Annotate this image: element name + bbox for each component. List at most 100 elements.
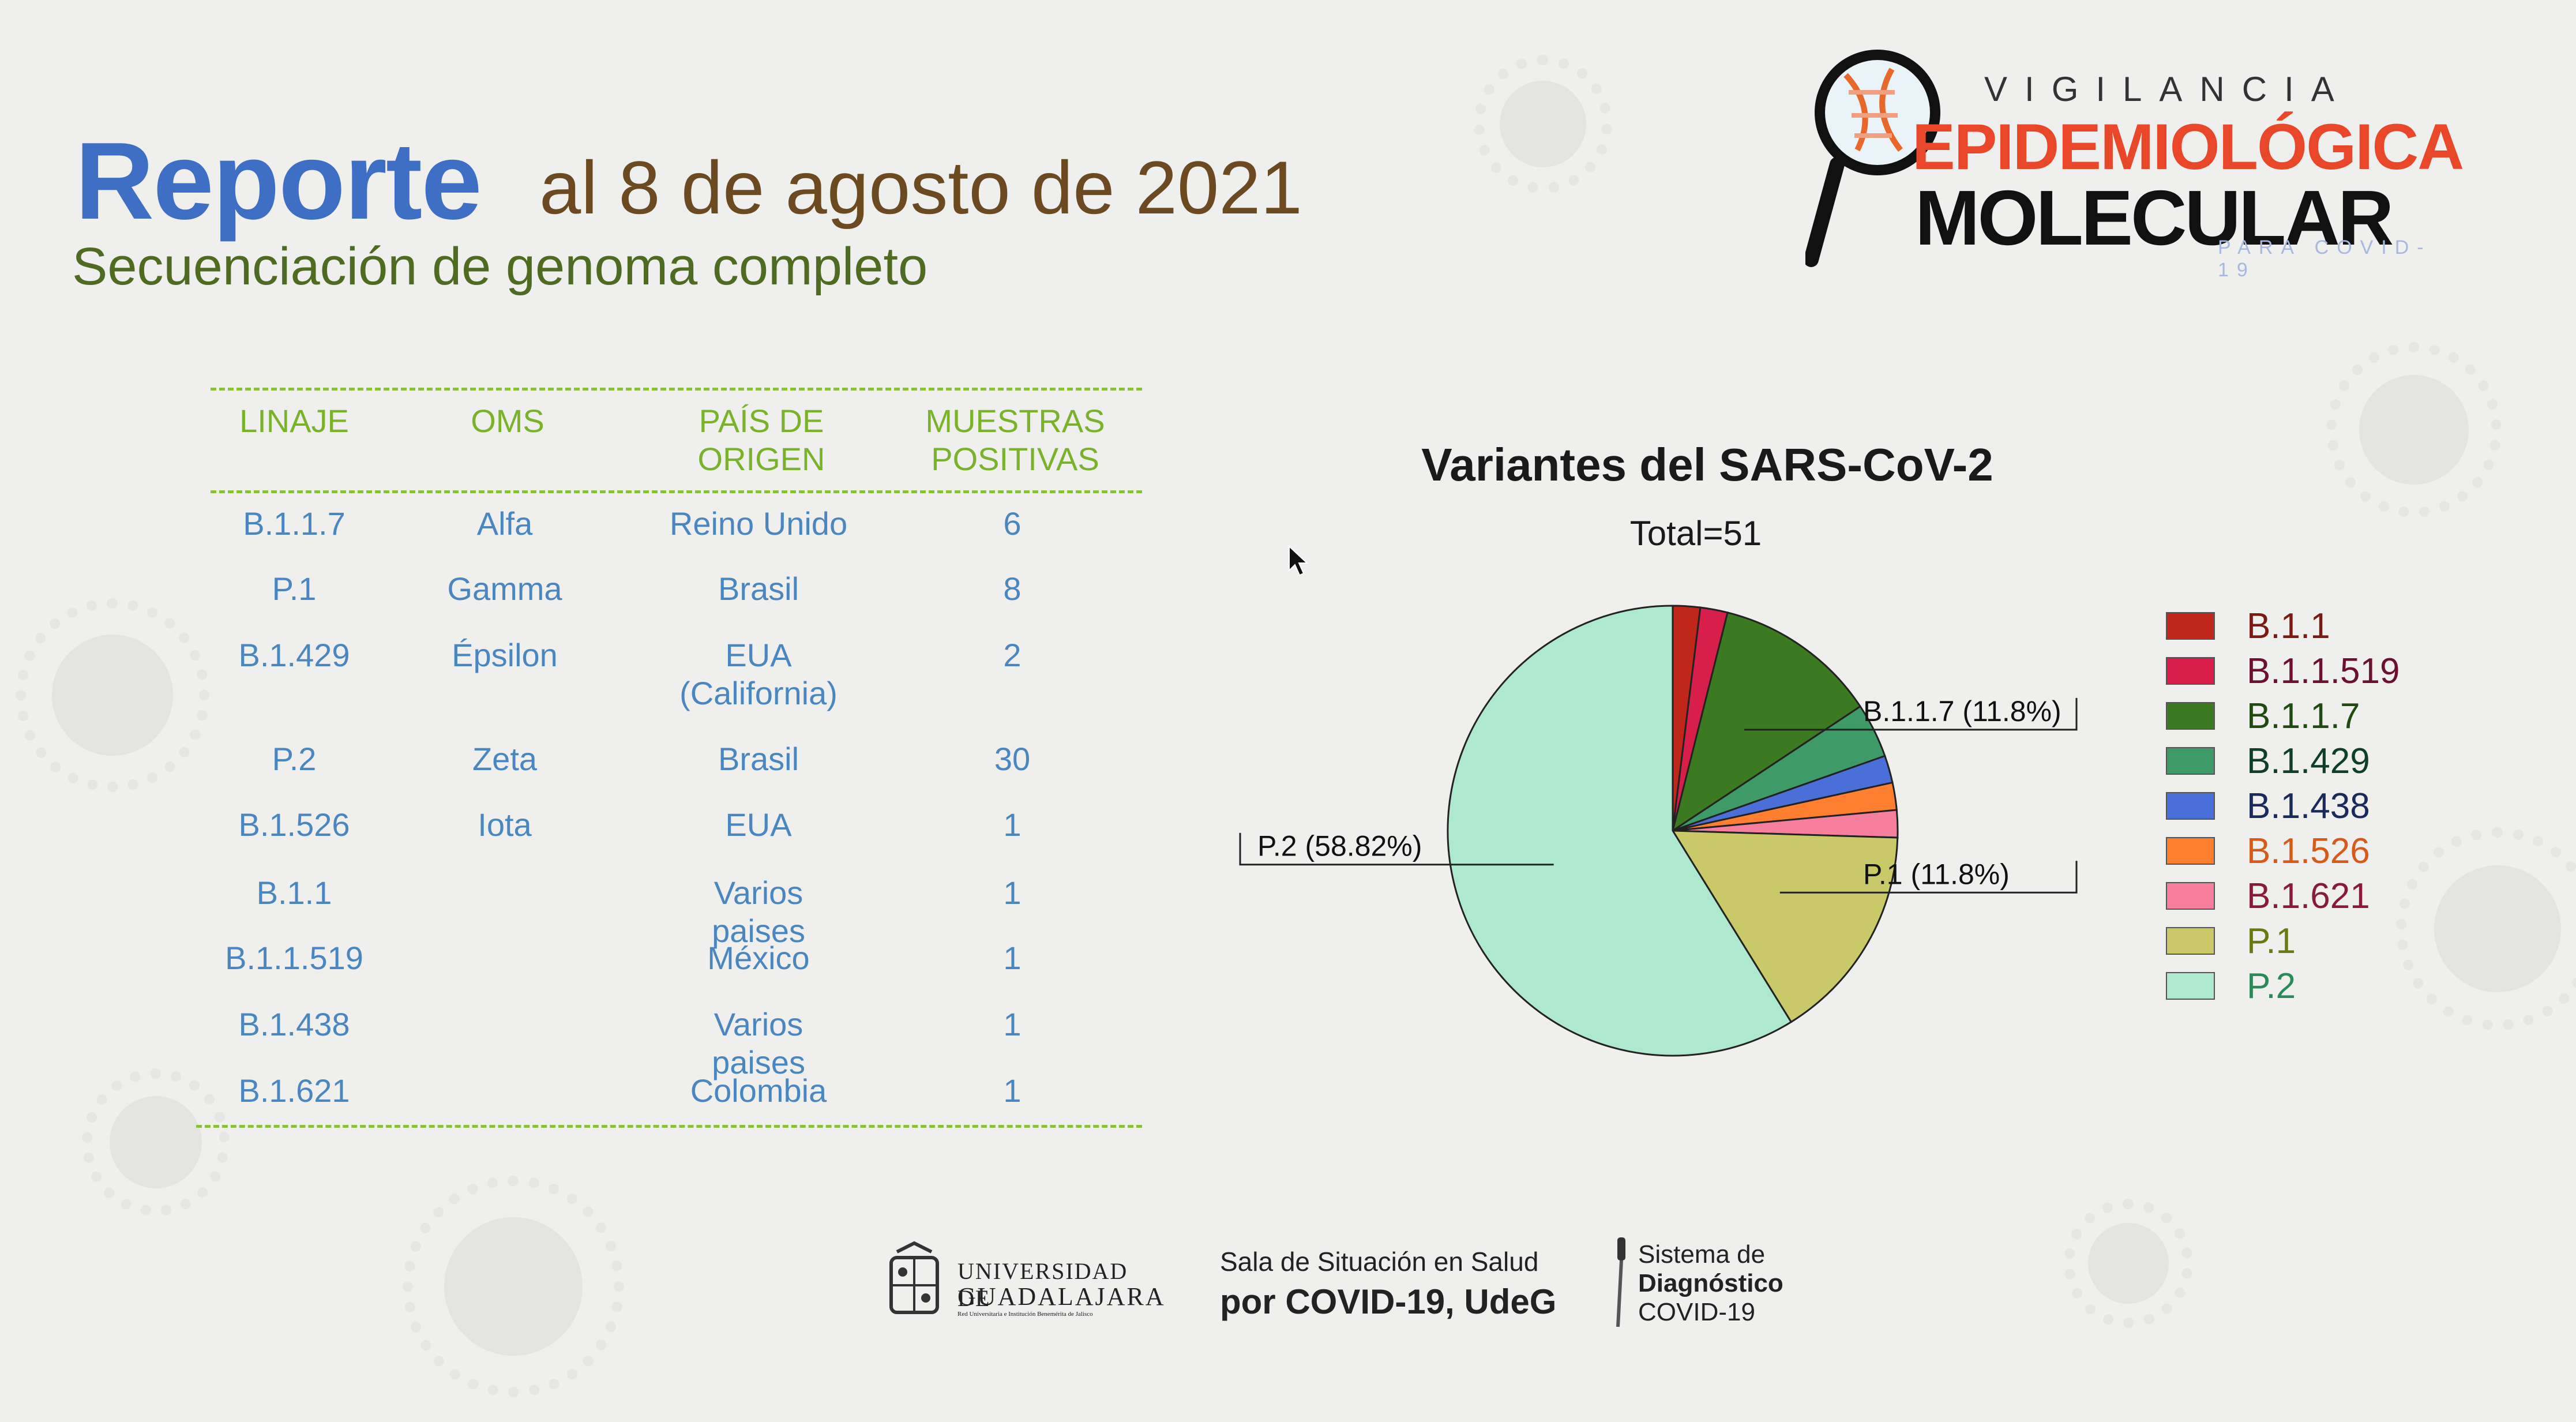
virus-decoration [2396, 827, 2576, 1030]
legend-label: B.1.1 [2247, 606, 2330, 646]
sala-line1: Sala de Situación en Salud [1220, 1247, 1539, 1277]
udg-line1: UNIVERSIDAD DE [957, 1258, 1128, 1311]
cell-text: B.1.526 [238, 806, 350, 843]
legend-item: B.1.1.519 [2166, 651, 2399, 691]
table-cell-pais: Reino Unido [669, 505, 848, 543]
legend-item: B.1.429 [2166, 741, 2370, 781]
table-cell-oms: Épsilon [415, 636, 594, 674]
header-text: ORIGEN [697, 441, 825, 477]
table-cell-pais: Colombia [669, 1072, 848, 1110]
sistema-line3: COVID-19 [1638, 1298, 1755, 1326]
data-label-leader [1779, 861, 2078, 894]
data-label: P.2 (58.82%) [1239, 830, 1554, 866]
cell-text: P.1 [272, 571, 317, 607]
vigilancia-logo: VIGILANCIA EPIDEMIOLÓGICA MOLECULAR PARA… [1805, 35, 2469, 281]
udg-line2: GUADALAJARA [957, 1282, 1166, 1311]
cell-text: Zeta [472, 741, 538, 777]
legend-label: P.1 [2247, 921, 2296, 961]
data-label: P.1 (11.8%) [1779, 858, 2078, 894]
report-date: al 8 de agosto de 2021 [539, 145, 1302, 230]
sistema-diagnostico-logo: Sistema de Diagnóstico COVID-19 [1609, 1237, 1817, 1330]
table-cell-linaje: P.2 [205, 740, 384, 778]
virus-decoration [1474, 55, 1612, 193]
legend-swatch [2166, 612, 2215, 640]
cell-text: 2 [1003, 637, 1022, 673]
cell-text: EUA [725, 806, 792, 843]
legend-item: P.2 [2166, 966, 2296, 1006]
table-cell-muestras: 2 [900, 636, 1125, 674]
cell-text: 8 [1003, 571, 1022, 607]
header-text: LINAJE [239, 403, 349, 439]
swab-icon [1616, 1237, 1625, 1327]
cell-text: B.1.1.519 [225, 940, 363, 976]
mouse-cursor-icon [1289, 545, 1309, 576]
cell-text: Épsilon [452, 637, 558, 673]
page-subtitle: Secuenciación de genoma completo [72, 237, 928, 296]
legend-swatch [2166, 747, 2215, 775]
chart-title: Variantes del SARS-CoV-2 [1421, 439, 1993, 490]
table-cell-oms: Alfa [415, 505, 594, 543]
legend-item: P.1 [2166, 921, 2296, 961]
page-title: Reporte [75, 120, 482, 242]
table-cell-linaje: B.1.621 [205, 1072, 384, 1110]
cell-text: B.1.1.7 [243, 505, 346, 542]
table-cell-linaje: B.1.438 [205, 1005, 384, 1044]
logo-line1: VIGILANCIA [1984, 70, 2352, 108]
sistema-line1: Sistema de [1638, 1240, 1766, 1269]
virus-decoration [2326, 342, 2502, 517]
table-cell-linaje: B.1.429 [205, 636, 384, 674]
table-cell-muestras: 30 [900, 740, 1125, 778]
cell-text: México [707, 940, 810, 976]
virus-decoration [403, 1176, 624, 1397]
virus-decoration [2064, 1199, 2193, 1328]
table-cell-oms: Zeta [415, 740, 594, 778]
table-top-rule [211, 388, 1142, 391]
cell-text: Brasil [718, 571, 799, 607]
table-cell-pais: EUA [669, 806, 848, 844]
data-label-text: P.1 (11.8%) [1863, 858, 2010, 890]
sistema-line2: Diagnóstico [1638, 1269, 1783, 1297]
legend-label: P.2 [2247, 966, 2296, 1006]
cell-text: 6 [1003, 505, 1022, 542]
legend-swatch [2166, 837, 2215, 865]
header-oms: OMS [421, 402, 594, 440]
legend-item: B.1.438 [2166, 786, 2370, 826]
table-cell-linaje: B.1.526 [205, 806, 384, 844]
header-text: POSITIVAS [931, 441, 1099, 477]
cell-text: Varios paises [712, 1006, 805, 1080]
table-cell-pais: Varios paises [669, 1005, 848, 1082]
legend-label: B.1.438 [2247, 786, 2370, 826]
table-cell-linaje: B.1.1.7 [205, 505, 384, 543]
legend-item: B.1.1.7 [2166, 696, 2360, 736]
udg-line3: Red Universitaria e Institución Beneméri… [957, 1311, 1093, 1318]
legend-label: B.1.429 [2247, 741, 2370, 781]
legend-swatch [2166, 972, 2215, 1000]
logo-line3: MOLECULAR [1915, 174, 2394, 261]
cell-text: Reino Unido [669, 505, 848, 542]
data-label-leader [1239, 832, 1554, 866]
pie-slice-B-1-1-7 [1671, 611, 1862, 833]
legend-swatch [2166, 702, 2215, 730]
table-bottom-rule [196, 1125, 1142, 1128]
legend-item: B.1.526 [2166, 831, 2370, 871]
table-cell-pais: México [669, 939, 848, 977]
table-cell-muestras: 8 [900, 570, 1125, 608]
pie-slice-P-1 [1671, 830, 1899, 1023]
table-cell-muestras: 6 [900, 505, 1125, 543]
header-muestras: MUESTRAS POSITIVAS [900, 402, 1131, 478]
magnifier-icon [1805, 50, 1940, 267]
table-cell-linaje: B.1.1.519 [205, 939, 384, 977]
virus-decoration [82, 1068, 230, 1216]
table-cell-oms: Gamma [415, 570, 594, 608]
header-text: OMS [471, 403, 545, 439]
legend-label: B.1.621 [2247, 876, 2370, 916]
header-linaje: LINAJE [208, 402, 381, 440]
udg-crest-icon [889, 1241, 939, 1314]
cell-text: 30 [994, 741, 1031, 777]
table-cell-pais: Brasil [669, 570, 848, 608]
header-pais: PAÍS DE ORIGEN [675, 402, 848, 478]
cell-text: Brasil [718, 741, 799, 777]
cell-text: B.1.429 [238, 637, 350, 673]
virus-decoration [16, 598, 209, 792]
legend-swatch [2166, 657, 2215, 685]
